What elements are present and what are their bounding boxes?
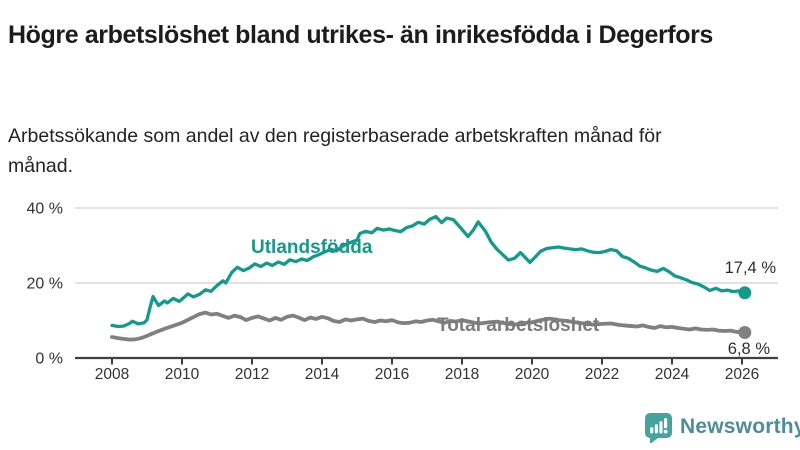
chart-subtitle: Arbetssökande som andel av den registerb… — [8, 124, 662, 177]
end-value-label-utlandsfodda: 17,4 % — [724, 259, 776, 277]
x-tick-label-2010: 2010 — [165, 366, 200, 383]
series-end-dot-0 — [738, 286, 752, 300]
y-tick-label-40: 40 % — [27, 201, 63, 218]
y-tick-label-0: 0 % — [35, 351, 63, 368]
newsworthy-chart-bubble-icon — [643, 411, 673, 443]
newsworthy-logo[interactable]: Newsworthy — [643, 411, 800, 443]
series-line-1 — [110, 310, 747, 342]
series-line-0 — [110, 214, 747, 329]
x-tick-label-2018: 2018 — [445, 366, 479, 383]
newsworthy-wordmark: Newsworthy — [680, 415, 800, 438]
x-tick-label-2012: 2012 — [235, 366, 269, 383]
x-tick-label-2024: 2024 — [655, 366, 690, 383]
x-tick-label-2016: 2016 — [375, 366, 409, 383]
x-tick-label-2020: 2020 — [515, 366, 550, 383]
speech-bubble-shape — [645, 413, 672, 443]
chart-svg: 0 % 20 % 40 % 2008 2010 2012 2014 2016 2018 2020 2… — [27, 201, 778, 383]
series-end-dot-1 — [738, 326, 752, 339]
x-tick-label-2022: 2022 — [585, 366, 619, 383]
x-tick-label-2026: 2026 — [725, 366, 759, 383]
page-title: Högre arbetslöshet bland utrikes- än inr… — [8, 20, 713, 49]
y-tick-label-20: 20 % — [27, 276, 63, 293]
x-tick-label-2014: 2014 — [305, 366, 340, 383]
series-label-utlandsfodda: Utlandsfödda — [251, 237, 373, 258]
line-chart: 0 % 20 % 40 % 2008 2010 2012 2014 2016 2018 2020 2… — [0, 190, 800, 412]
end-value-label-total: 6,8 % — [727, 340, 770, 358]
series-label-total-arbetsloshet: Total arbetslöshet — [437, 315, 600, 336]
x-tick-label-2008: 2008 — [95, 366, 129, 383]
